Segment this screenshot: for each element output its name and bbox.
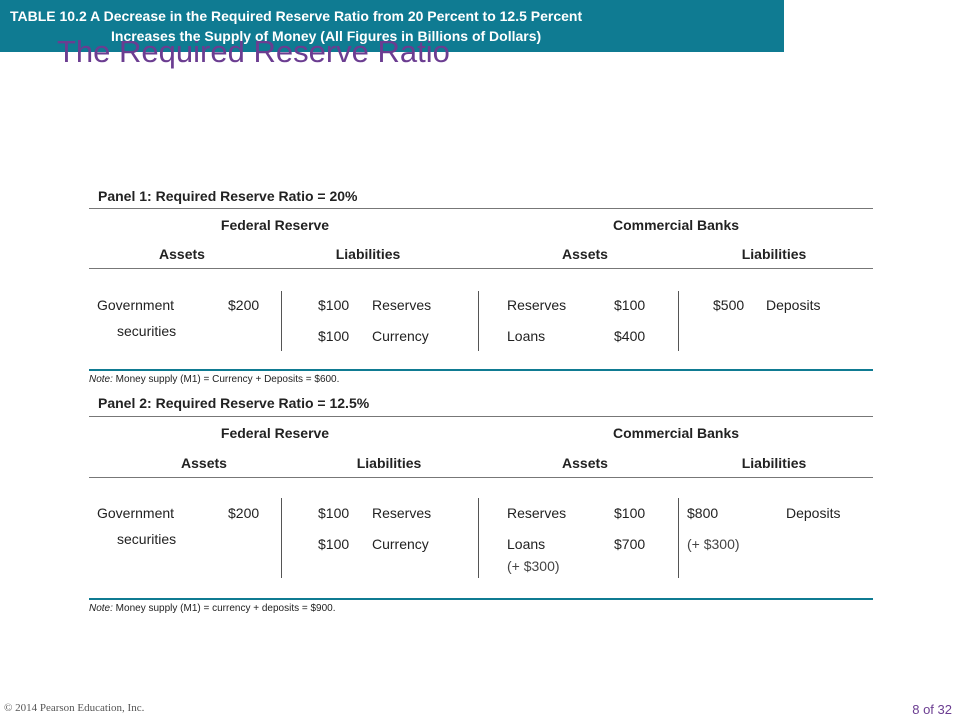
panel-1-gov-securities-value: $200 <box>228 297 260 313</box>
panel-2-bank-loans-value: $700 <box>614 536 646 552</box>
panel-2-fed-reserves-value: $100 <box>318 505 350 521</box>
panel-1-fed-t-line <box>281 291 282 351</box>
panel-1-note: Note: Money supply (M1) = Currency + Dep… <box>89 374 339 385</box>
panel-2-banks-header: Commercial Banks <box>612 425 740 441</box>
panel-2-gov-securities-value: $200 <box>228 505 260 521</box>
panel-1-banks-header: Commercial Banks <box>612 217 740 233</box>
panel-1-bank-reserves-value: $100 <box>614 297 646 313</box>
panel-1-divider <box>89 208 873 209</box>
page-number: 8 of 32 <box>912 702 952 717</box>
panel-2-deposits-change: (+ $300) <box>687 536 740 552</box>
panel-1-bank-loans-value: $400 <box>614 328 646 344</box>
panel-1-fed-assets-header: Assets <box>159 246 205 262</box>
table-caption-line-1: TABLE 10.2 A Decrease in the Required Re… <box>10 8 583 24</box>
copyright: © 2014 Pearson Education, Inc. <box>4 702 145 714</box>
panel-1-fed-currency-label: Currency <box>372 328 429 344</box>
panel-2-bank-t-line <box>678 498 679 578</box>
panel-1-bank-assets-header: Assets <box>562 246 608 262</box>
panel-1-bank-liabilities-header: Liabilities <box>741 246 807 262</box>
panel-2-note: Note: Money supply (M1) = currency + dep… <box>89 603 336 614</box>
panel-1-gov-securities-label: Government <box>97 297 175 313</box>
panel-2-note-text: Money supply (M1) = currency + deposits … <box>112 603 336 614</box>
panel-2-bank-assets-header: Assets <box>562 455 608 471</box>
panel-2-bank-reserves-label: Reserves <box>507 505 567 521</box>
panel-1-bottom-rule <box>89 369 873 371</box>
panel-2-gov-securities-label: Government <box>97 505 175 521</box>
panel-2-note-label: Note: <box>89 603 113 614</box>
panel-1-note-text: Money supply (M1) = Currency + Deposits … <box>112 374 340 385</box>
panel-1-deposits-label: Deposits <box>766 297 821 313</box>
panel-2-deposits-label: Deposits <box>786 505 841 521</box>
panel-2-header-divider <box>89 477 873 478</box>
panel-1-fed-reserves-label: Reserves <box>372 297 432 313</box>
panel-1-bank-loans-label: Loans <box>507 328 546 344</box>
panel-1-title: Panel 1: Required Reserve Ratio = 20% <box>98 188 358 204</box>
slide-title: The Required Reserve Ratio <box>57 34 450 69</box>
table-caption: TABLE 10.2 A Decrease in the Required Re… <box>0 0 784 52</box>
panel-2-fed-header: Federal Reserve <box>220 425 330 441</box>
panel-1-fed-reserves-value: $100 <box>318 297 350 313</box>
panel-1-bank-reserves-label: Reserves <box>507 297 567 313</box>
panel-1-note-label: Note: <box>89 374 113 385</box>
panel-2-fed-currency-label: Currency <box>372 536 429 552</box>
panel-2-divider <box>89 416 873 417</box>
panel-2-fed-assets-header: Assets <box>181 455 227 471</box>
panel-1-header-divider <box>89 268 873 269</box>
panel-2-fed-t-line <box>281 498 282 578</box>
panel-2-title: Panel 2: Required Reserve Ratio = 12.5% <box>98 395 370 411</box>
table-caption-line-2: Increases the Supply of Money (All Figur… <box>111 28 542 44</box>
panel-1-deposits-value: $500 <box>713 297 745 313</box>
panel-2-fed-reserves-label: Reserves <box>372 505 432 521</box>
panel-1-fed-liabilities-header: Liabilities <box>335 246 401 262</box>
panel-2-deposits-value: $800 <box>687 505 719 521</box>
panel-2-bank-loans-change: (+ $300) <box>507 558 560 574</box>
panel-2-separator <box>478 498 479 578</box>
panel-2-bank-liabilities-header: Liabilities <box>741 455 807 471</box>
panel-1-bank-t-line <box>678 291 679 351</box>
panel-2-fed-currency-value: $100 <box>318 536 350 552</box>
panel-2-bank-reserves-value: $100 <box>614 505 646 521</box>
panel-1-fed-header: Federal Reserve <box>220 217 330 233</box>
panel-2-bank-loans-label: Loans <box>507 536 546 552</box>
panel-1-separator <box>478 291 479 351</box>
panel-1-fed-currency-value: $100 <box>318 328 350 344</box>
panel-2-fed-liabilities-header: Liabilities <box>356 455 422 471</box>
panel-2-bottom-rule <box>89 598 873 600</box>
panel-1-gov-securities-label-2: securities <box>117 323 177 339</box>
panel-2-gov-securities-label-2: securities <box>117 531 177 547</box>
